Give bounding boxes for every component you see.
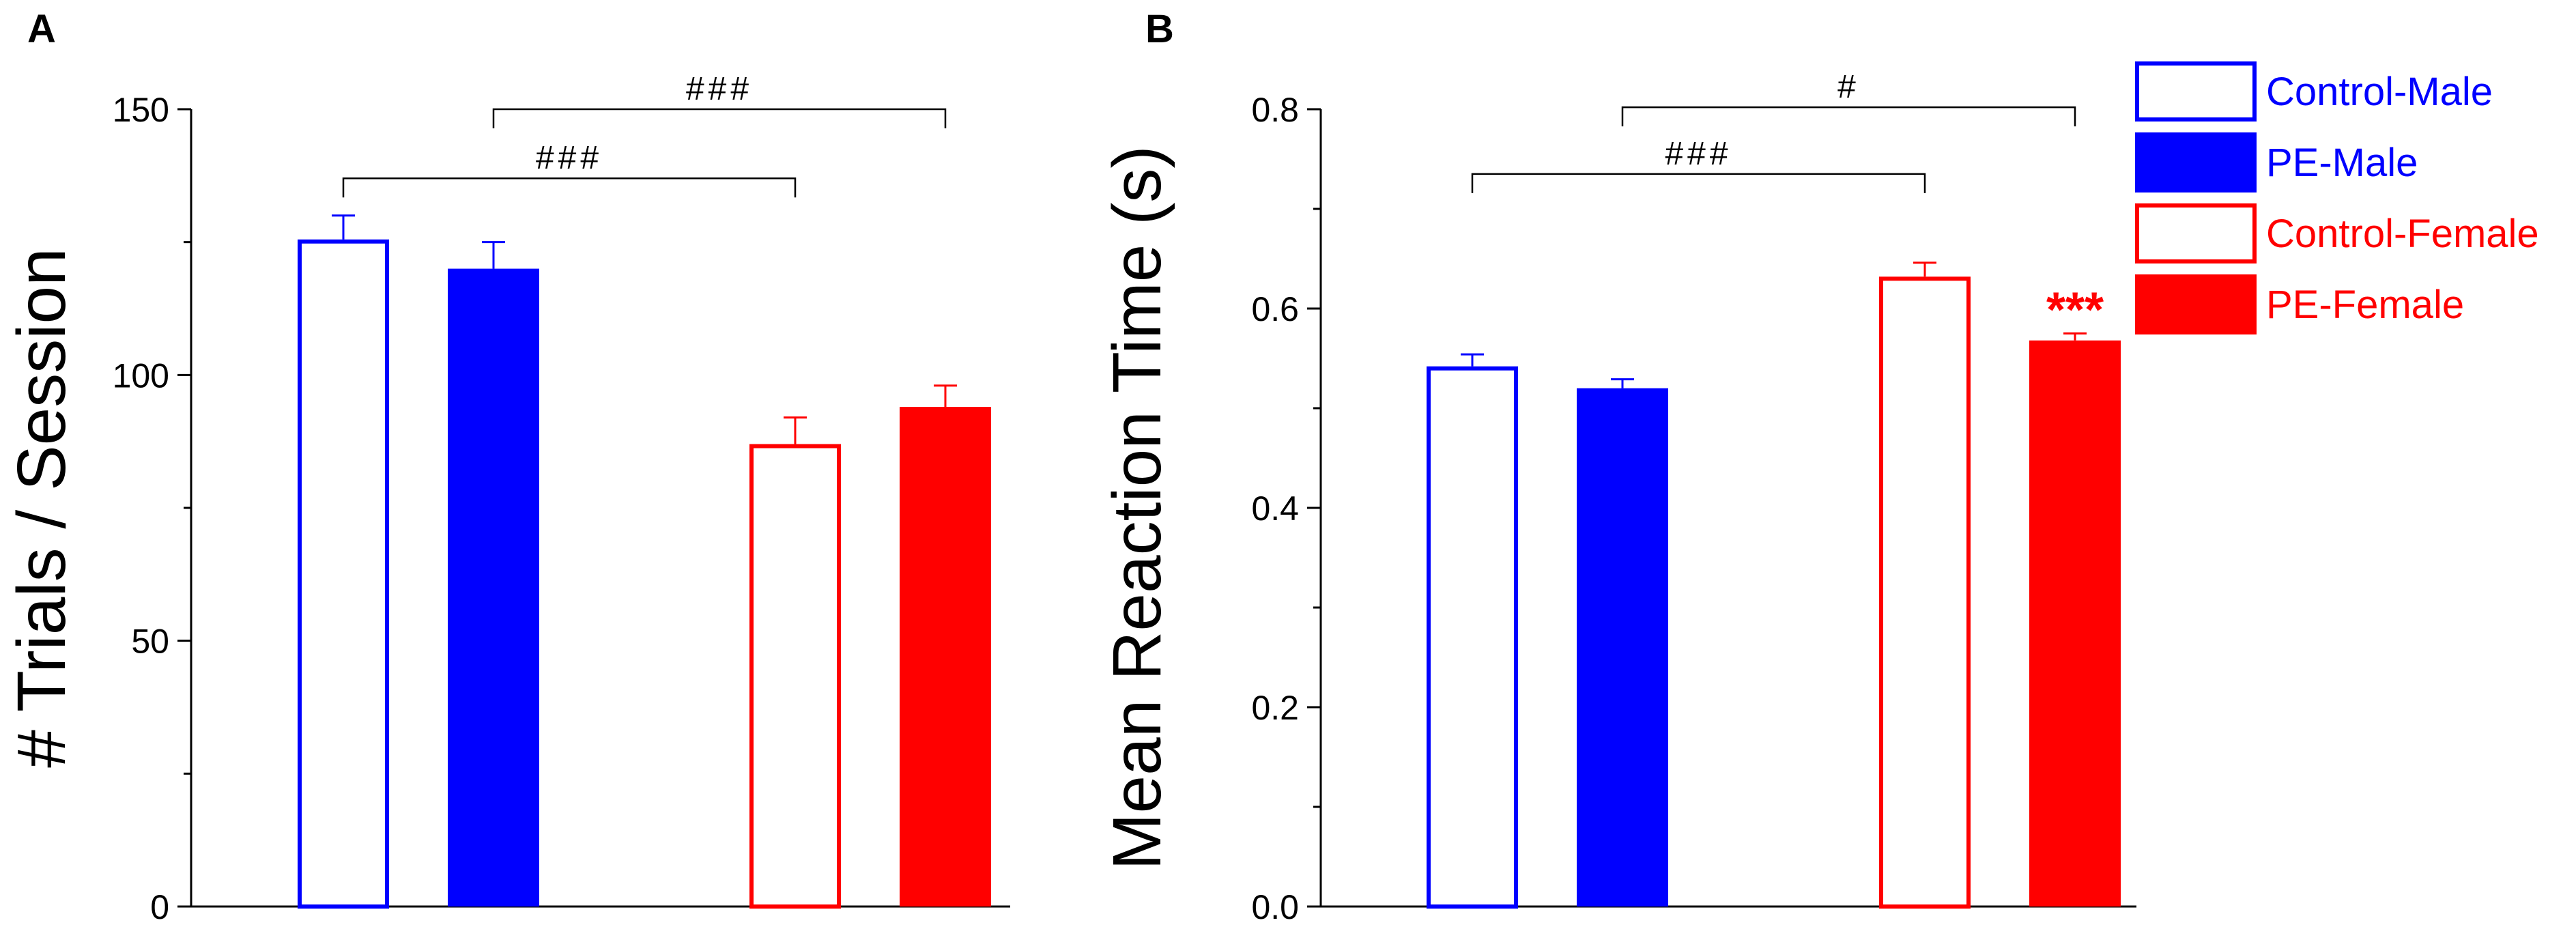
bar-pe-male	[448, 268, 539, 907]
significance-bracket	[492, 108, 947, 128]
y-tick-label: 0	[150, 888, 169, 926]
bar-pe-male	[1577, 388, 1668, 907]
y-tick-label: 50	[131, 623, 169, 661]
legend-label: PE-Male	[2266, 141, 2418, 185]
legend-swatch	[2135, 61, 2257, 122]
significance-label: #	[1837, 69, 1860, 105]
bar-pe-female	[900, 407, 991, 907]
bar-pe-female	[2029, 340, 2121, 907]
panel-label: A	[27, 7, 56, 51]
significance-label: ###	[536, 140, 603, 176]
bar-control-female	[1879, 276, 1971, 909]
y-tick-label: 0.0	[1251, 888, 1299, 926]
y-tick-label: 0.6	[1251, 290, 1299, 328]
y-tick-label: 0.2	[1251, 689, 1299, 727]
legend: Control-Male PE-Male Control-Female PE-Fema…	[2135, 61, 2539, 334]
y-tick-label: 100	[113, 356, 169, 395]
y-tick-label: 0.8	[1251, 91, 1299, 129]
legend-label: Control-Female	[2266, 212, 2539, 256]
legend-label: PE-Female	[2266, 283, 2464, 327]
legend-swatch	[2135, 132, 2257, 192]
significance-bracket	[1621, 106, 2076, 127]
y-axis-title: # Trials / Session	[3, 248, 80, 767]
significance-bracket	[342, 177, 797, 198]
bar-control-male	[1427, 366, 1518, 909]
significance-label: ###	[686, 71, 753, 107]
bar-control-female	[749, 444, 841, 909]
bar-control-male	[298, 239, 389, 909]
significance-bracket	[1471, 173, 1926, 193]
bar-annotation: ***	[2046, 283, 2104, 338]
panel-a: A 0 50 100 150 # Trials / Session ### ###	[3, 7, 1010, 926]
legend-label: Control-Male	[2266, 70, 2493, 114]
panel-label: B	[1145, 7, 1174, 51]
legend-swatch	[2135, 274, 2257, 334]
y-tick-label: 0.4	[1251, 489, 1299, 528]
significance-label: ###	[1665, 136, 1732, 172]
y-tick-label: 150	[113, 91, 169, 129]
y-axis-title: Mean Reaction Time (s)	[1099, 145, 1175, 870]
legend-swatch	[2135, 203, 2257, 263]
